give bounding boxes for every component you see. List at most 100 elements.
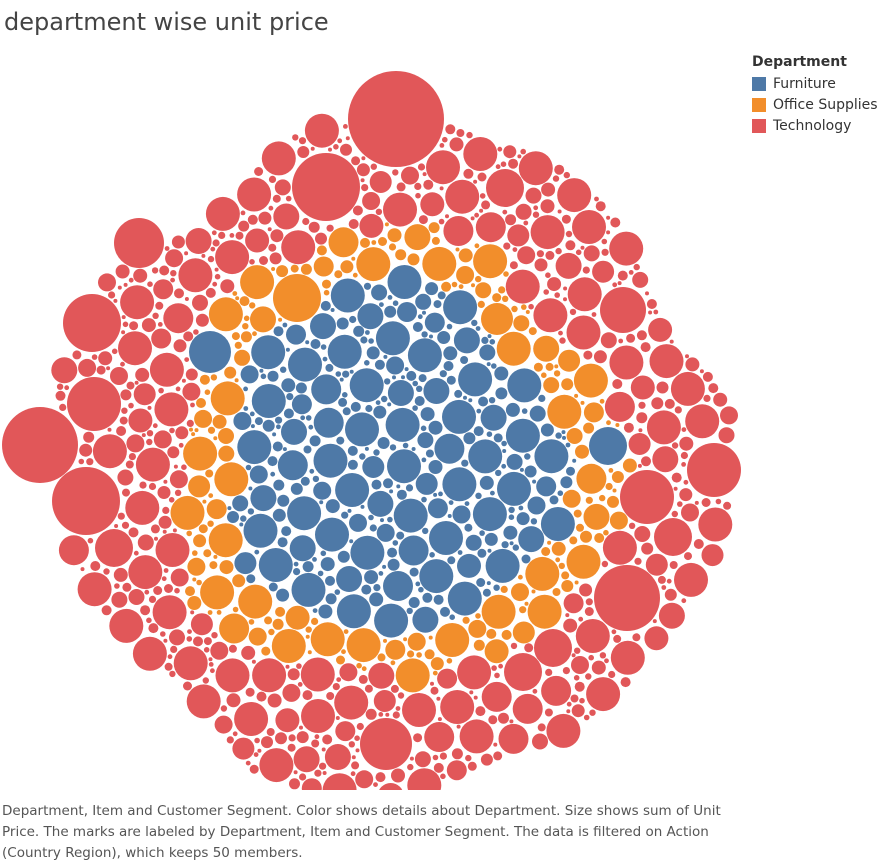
furniture-bubble[interactable]	[313, 407, 344, 438]
furniture-bubble[interactable]	[508, 514, 515, 520]
furniture-bubble[interactable]	[243, 513, 278, 548]
technology-bubble[interactable]	[563, 286, 568, 291]
furniture-bubble[interactable]	[290, 482, 303, 495]
technology-bubble[interactable]	[169, 470, 188, 489]
technology-bubble[interactable]	[401, 166, 419, 185]
technology-bubble[interactable]	[575, 619, 610, 653]
furniture-bubble[interactable]	[288, 347, 322, 382]
technology-bubble[interactable]	[235, 231, 244, 240]
technology-bubble[interactable]	[479, 193, 486, 199]
office-supplies-bubble[interactable]	[456, 266, 475, 284]
furniture-bubble[interactable]	[367, 490, 394, 517]
technology-bubble[interactable]	[90, 561, 101, 571]
office-supplies-bubble[interactable]	[328, 227, 359, 258]
furniture-bubble[interactable]	[272, 432, 277, 437]
technology-bubble[interactable]	[628, 270, 634, 275]
office-supplies-bubble[interactable]	[207, 610, 213, 615]
furniture-bubble[interactable]	[457, 550, 463, 555]
furniture-bubble[interactable]	[254, 549, 260, 555]
furniture-bubble[interactable]	[234, 552, 257, 575]
furniture-bubble[interactable]	[549, 495, 559, 505]
furniture-bubble[interactable]	[420, 407, 435, 422]
technology-bubble[interactable]	[593, 350, 607, 364]
technology-bubble[interactable]	[322, 771, 327, 775]
technology-bubble[interactable]	[532, 733, 548, 750]
office-supplies-bubble[interactable]	[275, 606, 286, 617]
furniture-bubble[interactable]	[337, 550, 350, 563]
furniture-bubble[interactable]	[487, 548, 492, 553]
furniture-bubble[interactable]	[289, 535, 316, 562]
technology-bubble[interactable]	[332, 683, 340, 691]
furniture-bubble[interactable]	[374, 359, 385, 370]
office-supplies-bubble[interactable]	[209, 561, 218, 570]
technology-bubble[interactable]	[392, 711, 400, 719]
furniture-bubble[interactable]	[376, 523, 395, 542]
office-supplies-bubble[interactable]	[261, 646, 271, 656]
furniture-bubble[interactable]	[349, 539, 354, 544]
technology-bubble[interactable]	[343, 124, 348, 129]
office-supplies-bubble[interactable]	[525, 556, 560, 591]
technology-bubble[interactable]	[473, 695, 478, 700]
technology-bubble[interactable]	[594, 565, 660, 631]
furniture-bubble[interactable]	[428, 420, 443, 435]
furniture-bubble[interactable]	[286, 393, 294, 401]
furniture-bubble[interactable]	[243, 386, 249, 392]
technology-bubble[interactable]	[445, 214, 449, 219]
technology-bubble[interactable]	[620, 470, 674, 524]
office-supplies-bubble[interactable]	[558, 349, 581, 372]
office-supplies-bubble[interactable]	[524, 601, 529, 606]
office-supplies-bubble[interactable]	[611, 471, 624, 483]
technology-bubble[interactable]	[121, 315, 126, 320]
technology-bubble[interactable]	[259, 256, 268, 265]
technology-bubble[interactable]	[617, 281, 622, 286]
office-supplies-bubble[interactable]	[484, 639, 509, 664]
technology-bubble[interactable]	[147, 281, 153, 287]
furniture-bubble[interactable]	[524, 465, 537, 478]
technology-bubble[interactable]	[362, 192, 381, 210]
technology-bubble[interactable]	[164, 662, 173, 671]
furniture-bubble[interactable]	[408, 597, 420, 608]
furniture-bubble[interactable]	[366, 346, 380, 360]
furniture-bubble[interactable]	[501, 541, 509, 549]
technology-bubble[interactable]	[456, 129, 465, 137]
office-supplies-bubble[interactable]	[471, 283, 475, 288]
technology-bubble[interactable]	[467, 761, 477, 771]
technology-bubble[interactable]	[178, 442, 184, 448]
furniture-bubble[interactable]	[330, 278, 365, 313]
technology-bubble[interactable]	[193, 636, 203, 647]
furniture-bubble[interactable]	[282, 447, 287, 452]
office-supplies-bubble[interactable]	[580, 530, 592, 543]
technology-bubble[interactable]	[314, 734, 320, 740]
office-supplies-bubble[interactable]	[606, 420, 611, 426]
furniture-bubble[interactable]	[429, 334, 433, 339]
technology-bubble[interactable]	[392, 169, 399, 176]
office-supplies-bubble[interactable]	[207, 520, 214, 527]
technology-bubble[interactable]	[532, 211, 540, 218]
technology-bubble[interactable]	[626, 333, 636, 343]
technology-bubble[interactable]	[129, 321, 139, 331]
furniture-bubble[interactable]	[447, 514, 452, 518]
technology-bubble[interactable]	[170, 277, 176, 283]
technology-bubble[interactable]	[268, 205, 274, 211]
technology-bubble[interactable]	[493, 742, 498, 747]
technology-bubble[interactable]	[185, 368, 198, 381]
technology-bubble[interactable]	[326, 692, 335, 700]
office-supplies-bubble[interactable]	[609, 511, 628, 530]
technology-bubble[interactable]	[498, 663, 503, 669]
technology-bubble[interactable]	[508, 158, 519, 169]
technology-bubble[interactable]	[361, 156, 366, 161]
technology-bubble[interactable]	[579, 697, 585, 704]
furniture-bubble[interactable]	[572, 458, 577, 463]
technology-bubble[interactable]	[613, 634, 622, 643]
office-supplies-bubble[interactable]	[268, 628, 275, 636]
office-supplies-bubble[interactable]	[240, 265, 275, 300]
technology-bubble[interactable]	[559, 337, 566, 344]
furniture-bubble[interactable]	[363, 282, 372, 290]
technology-bubble[interactable]	[128, 555, 163, 590]
furniture-bubble[interactable]	[386, 356, 405, 375]
furniture-bubble[interactable]	[342, 392, 348, 398]
furniture-bubble[interactable]	[501, 463, 507, 469]
technology-bubble[interactable]	[299, 725, 303, 730]
furniture-bubble[interactable]	[448, 500, 454, 505]
furniture-bubble[interactable]	[427, 498, 448, 519]
